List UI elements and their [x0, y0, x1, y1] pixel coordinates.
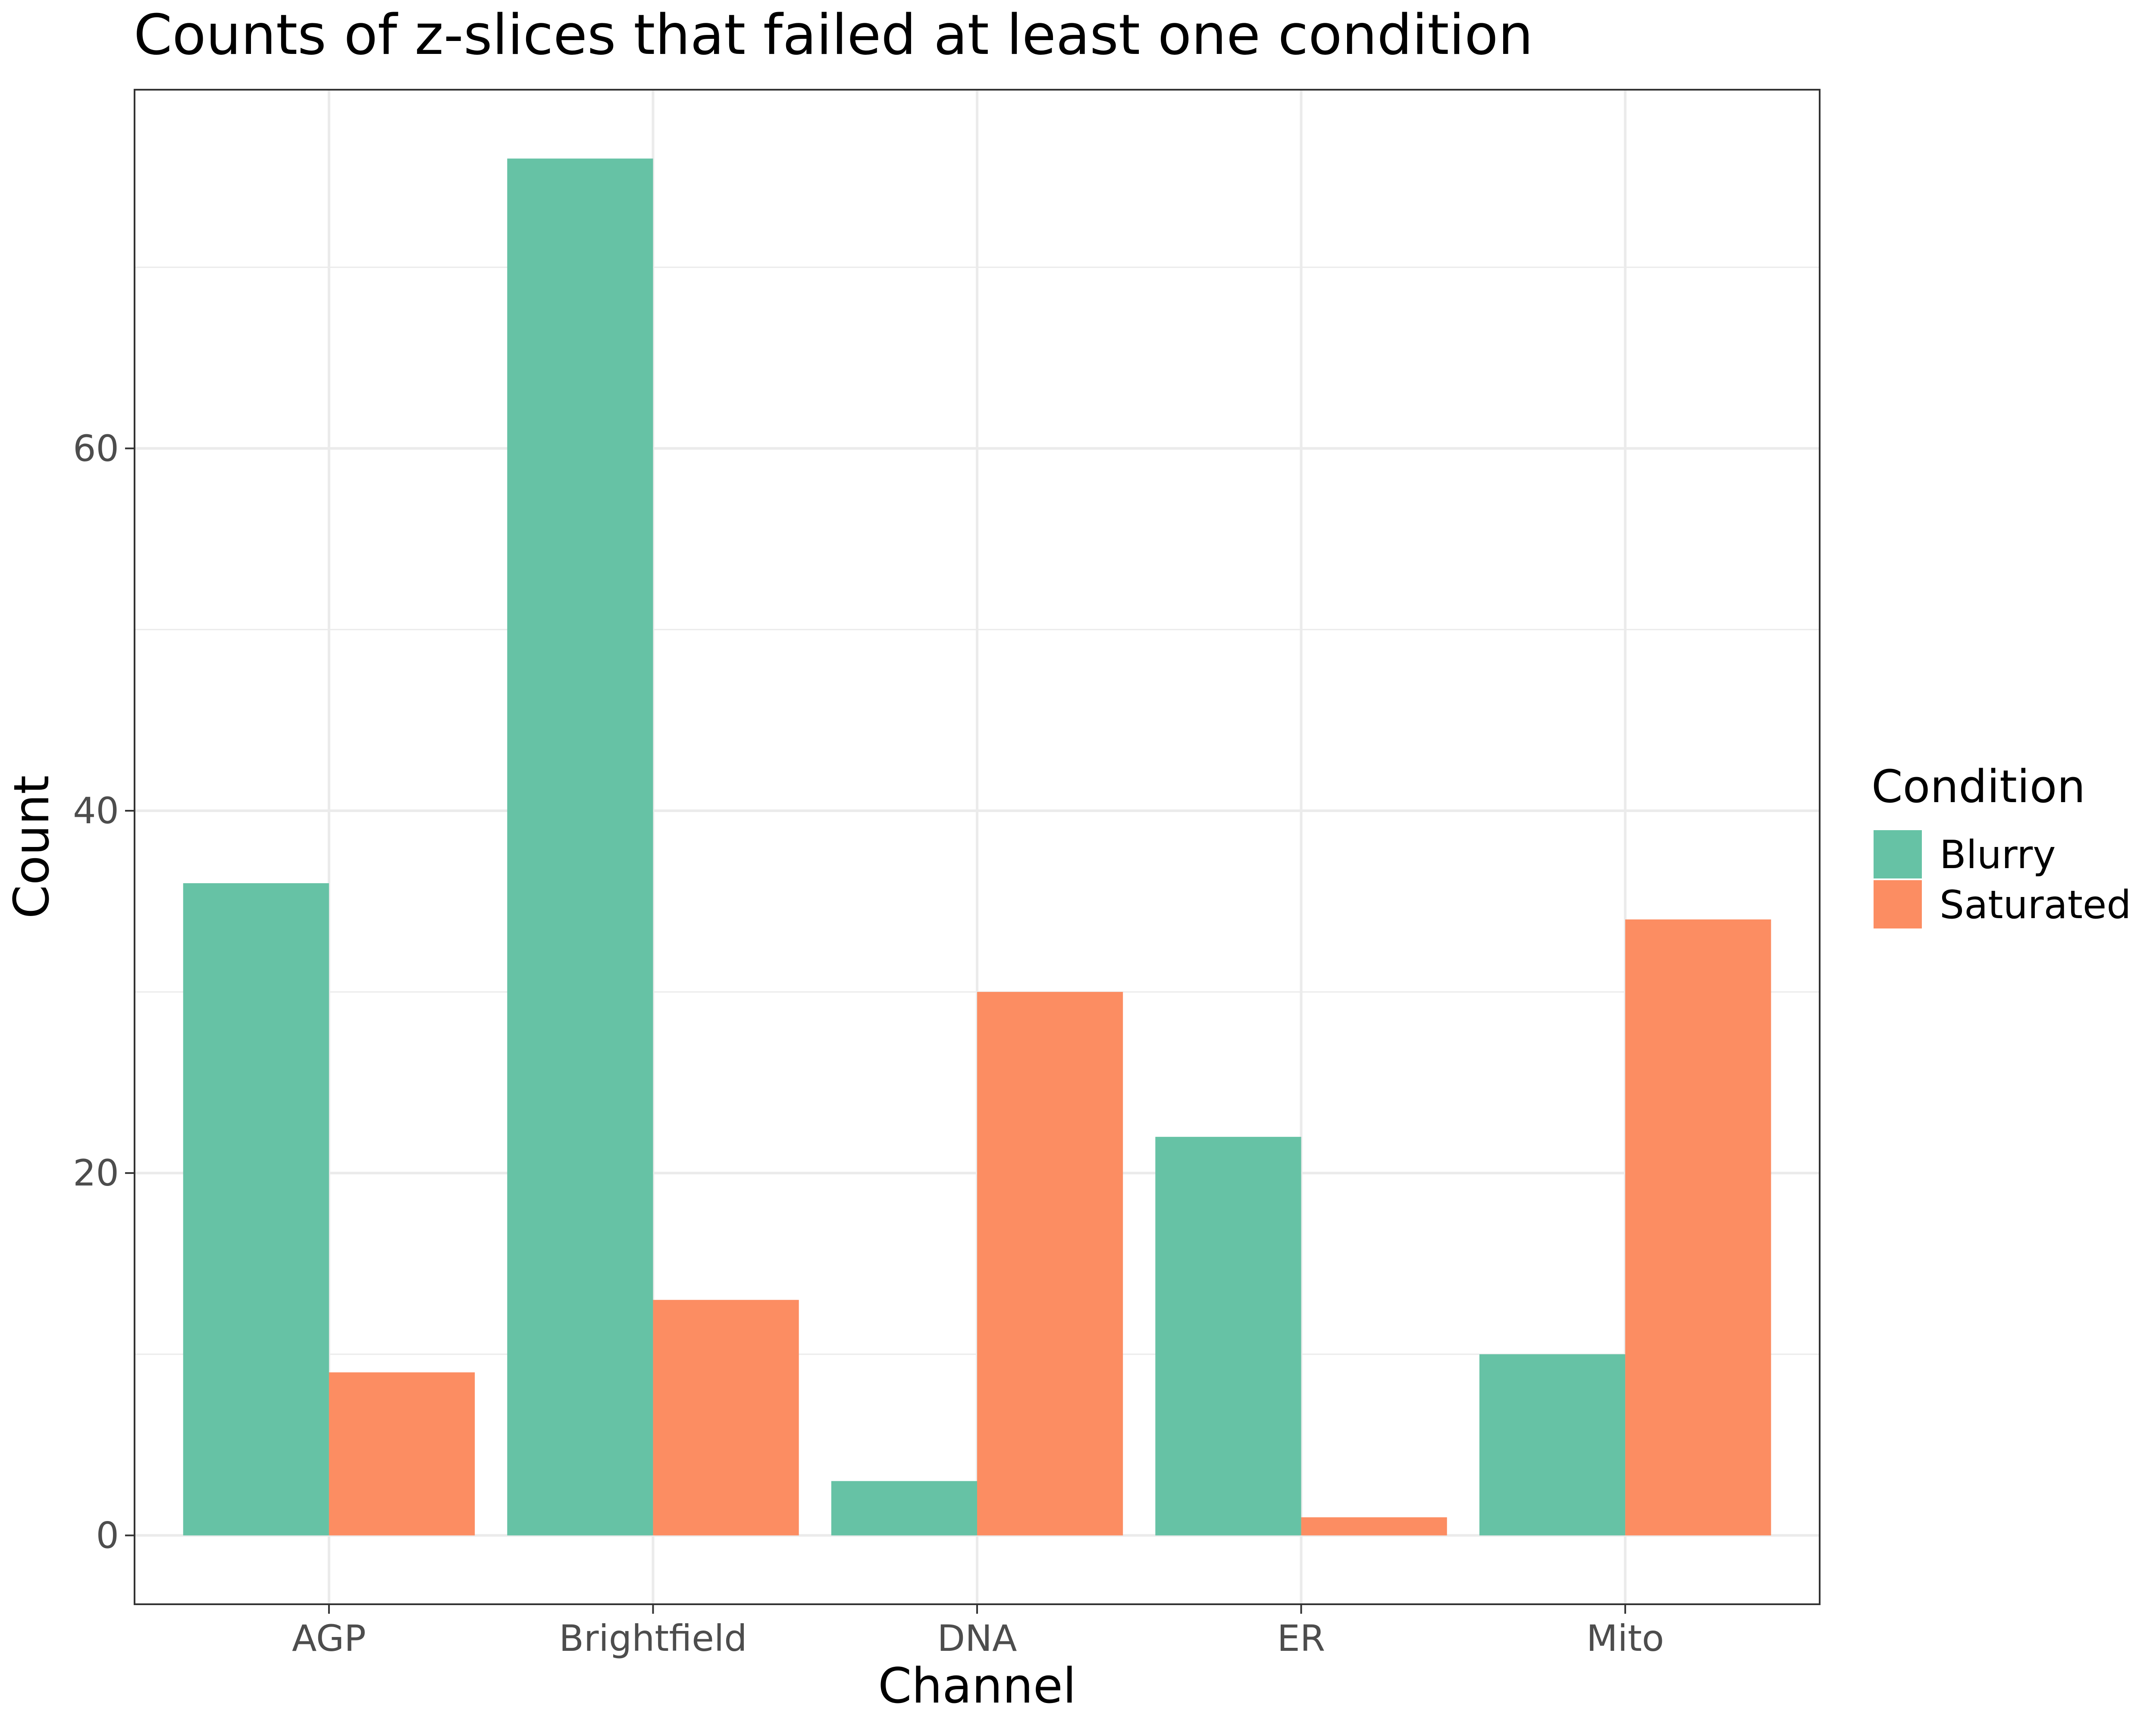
x-tick-label: Mito — [1586, 1617, 1664, 1659]
bar-saturated-brightfield — [653, 1300, 799, 1536]
legend-label: Blurry — [1940, 832, 2056, 878]
x-tick-label: ER — [1277, 1617, 1325, 1659]
y-tick-label: 40 — [73, 790, 119, 832]
chart-title: Counts of z-slices that failed at least … — [134, 3, 1533, 67]
bar-blurry-brightfield — [507, 158, 653, 1536]
legend-swatch-blurry — [1874, 830, 1922, 878]
x-tick-label: Brightfield — [559, 1617, 747, 1659]
legend-label: Saturated — [1940, 882, 2131, 928]
axes: 0 20 40 60 AGP Brightfield DNA ER Mito — [73, 427, 1664, 1659]
bar-blurry-dna — [831, 1481, 977, 1536]
x-axis-title: Channel — [878, 1658, 1076, 1714]
bars — [183, 158, 1771, 1536]
bar-saturated-dna — [977, 992, 1123, 1536]
x-tick-label: AGP — [292, 1617, 366, 1659]
bar-saturated-mito — [1625, 919, 1771, 1536]
y-tick-label: 20 — [73, 1152, 119, 1194]
x-tick-label: DNA — [937, 1617, 1017, 1659]
y-axis-title: Count — [4, 775, 60, 919]
legend-swatch-saturated — [1874, 880, 1922, 928]
bar-saturated-agp — [329, 1372, 475, 1536]
bar-blurry-agp — [183, 883, 329, 1536]
bar-blurry-mito — [1479, 1354, 1626, 1536]
bar-blurry-er — [1155, 1137, 1301, 1536]
y-tick-label: 60 — [73, 427, 119, 470]
legend-title: Condition — [1871, 760, 2085, 813]
bar-saturated-er — [1301, 1517, 1447, 1536]
y-tick-label: 0 — [96, 1514, 119, 1556]
